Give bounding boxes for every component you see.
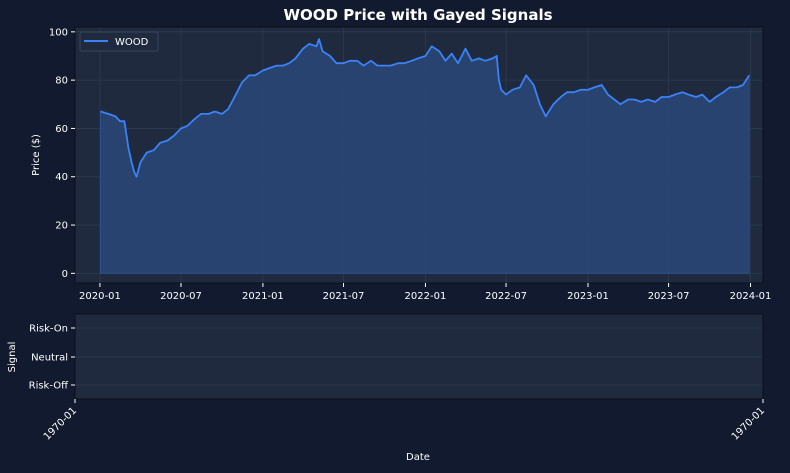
price-y-ticks: 0 20 40 60 80 100	[49, 27, 75, 280]
price-x-tick-label: 2023-07	[648, 291, 690, 302]
legend: WOOD	[79, 31, 159, 52]
price-x-tick-label: 2023-01	[567, 291, 609, 302]
signal-y-tick-label: Risk-On	[29, 324, 68, 335]
signal-axes-background	[75, 314, 763, 399]
price-y-tick-label: 60	[55, 124, 68, 135]
price-x-tick-label: 2021-07	[323, 291, 365, 302]
price-x-tick-label: 2024-01	[730, 291, 772, 302]
price-y-tick-label: 80	[55, 76, 68, 87]
price-line-series-wood	[100, 38, 750, 178]
price-y-tick-label: 100	[49, 27, 68, 38]
signal-y-axis-label: Signal	[7, 342, 18, 373]
signal-x-axis-label: Date	[406, 452, 430, 463]
chart-title: WOOD Price with Gayed Signals	[283, 6, 552, 24]
price-y-tick-label: 40	[55, 172, 68, 183]
price-x-tick-label: 2022-07	[485, 291, 527, 302]
price-x-tick-label: 2020-01	[79, 291, 121, 302]
price-x-tick-label: 2021-01	[242, 291, 284, 302]
price-y-axis-label: Price ($)	[31, 134, 42, 176]
signal-y-tick-label: Risk-Off	[29, 381, 69, 392]
price-axes: 0 20 40 60 80 100 2020-01 2020-07 2021-01 2021-0…	[31, 26, 771, 302]
legend-entry-wood: WOOD	[115, 37, 149, 48]
price-line-group	[100, 38, 750, 178]
signal-y-tick-label: Neutral	[31, 353, 68, 364]
price-x-tick-label: 2022-01	[405, 291, 447, 302]
legend-box	[79, 31, 159, 52]
price-x-ticks: 2020-01 2020-07 2021-01 2021-07 2022-01 2022-…	[79, 283, 771, 302]
price-x-tick-label: 2020-07	[160, 291, 202, 302]
price-y-tick-label: 20	[55, 221, 68, 232]
signal-y-ticks: Risk-Off Neutral Risk-On	[29, 324, 75, 392]
signal-grid	[75, 327, 763, 386]
price-axes-frame	[74, 26, 764, 284]
price-y-tick-label: 0	[62, 269, 68, 280]
